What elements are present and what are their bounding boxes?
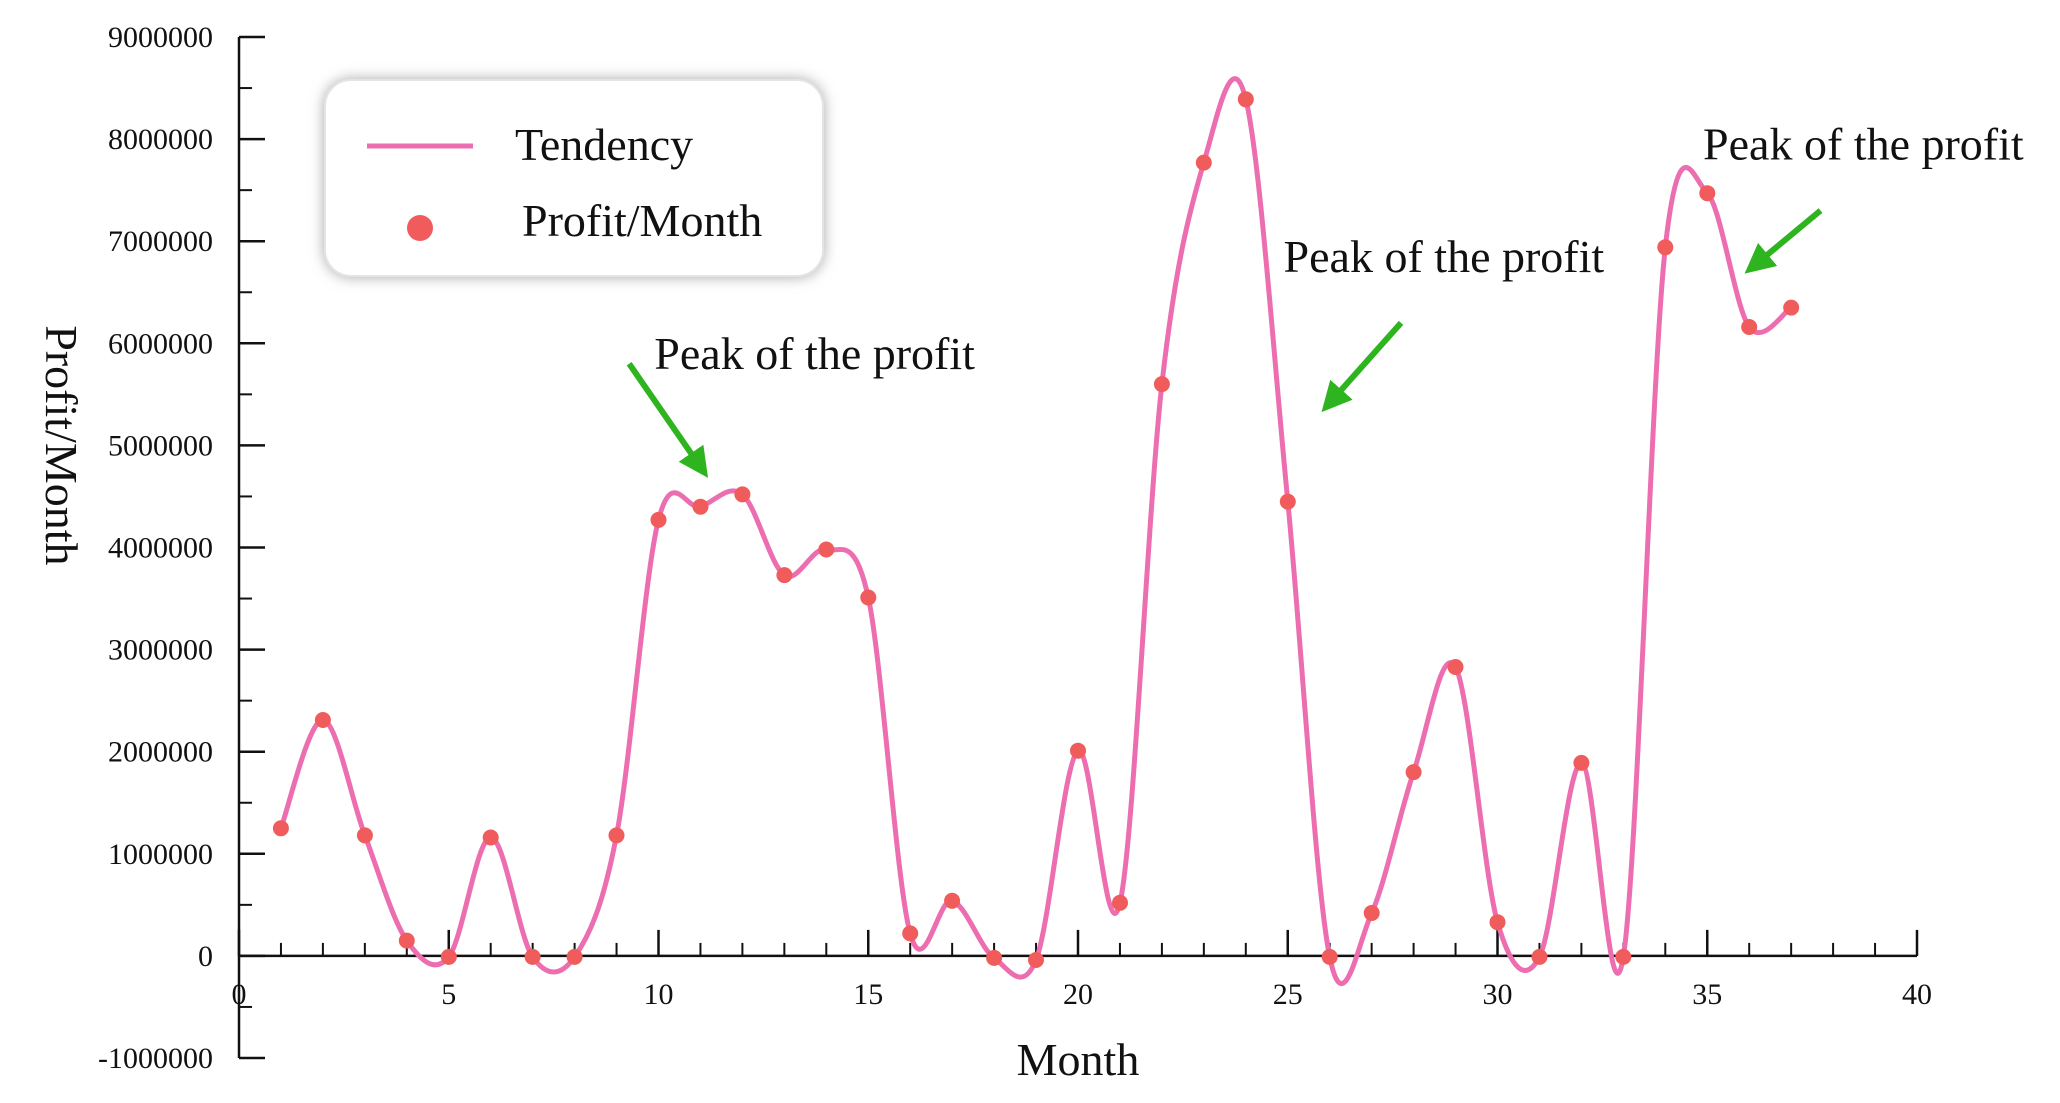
x-tick-label: 20 [1063,978,1093,1011]
x-tick-label: 5 [441,978,456,1011]
legend: Tendency Profit/Month [324,79,824,277]
data-point [860,589,877,606]
data-point [1279,493,1296,510]
x-axis-title: Month [1017,1034,1140,1085]
data-point [1573,754,1590,771]
data-point [1531,948,1548,965]
data-point [566,948,583,965]
x-tick-label: 15 [853,978,883,1011]
data-point [818,541,835,558]
annotation-label: Peak of the profit [654,328,975,379]
x-tick-label: 25 [1273,978,1303,1011]
legend-dot-swatch [407,215,433,241]
data-point [692,498,709,515]
legend-box [324,79,824,277]
data-point [1447,659,1464,675]
data-point [1657,239,1674,256]
data-point [776,567,793,584]
data-point [1741,319,1758,335]
data-point [1363,905,1380,921]
data-point [1070,742,1086,759]
data-point [1237,91,1254,108]
data-point [1321,948,1338,965]
annotation-label: Peak of the profit [1703,119,2024,170]
y-tick-label: 0 [198,940,213,973]
annotations: Peak of the profit Peak of the profit Peak… [626,119,2024,478]
y-tick-label: -1000000 [98,1042,213,1075]
data-point [272,820,289,837]
y-tick-label: 5000000 [108,429,213,462]
data-point [734,486,751,503]
data-point [1112,894,1128,911]
x-tick-label: 35 [1692,978,1722,1011]
y-tick-label: 7000000 [108,225,213,258]
annotation-arrow [1744,208,1823,274]
data-point [482,829,499,846]
data-point [1699,185,1716,202]
legend-label-tendency: Tendency [515,119,693,170]
y-tick-label: 8000000 [108,123,213,156]
y-tick-label: 3000000 [108,634,213,667]
x-tick-label: 40 [1902,978,1932,1011]
annotation-label: Peak of the profit [1284,231,1605,282]
data-point [1153,376,1170,393]
y-tick-label: 1000000 [108,838,213,871]
data-point [608,827,625,844]
axes: -1000000 0 1000000 2000000 3000000 4000000 500… [36,21,1932,1085]
data-point [1195,154,1212,171]
data-point [356,827,373,844]
data-point [440,948,457,965]
x-tick-label: 0 [232,978,247,1011]
y-tick-label: 9000000 [108,21,213,54]
legend-label-profit-month: Profit/Month [522,195,762,246]
y-tick-label: 4000000 [108,532,213,565]
data-point [398,932,415,949]
x-tick-label: 10 [644,978,674,1011]
data-point [1615,948,1632,965]
data-point [1405,764,1422,781]
data-point [944,892,961,909]
y-axis-title: Profit/Month [36,325,87,565]
data-point [902,925,919,942]
data-point [650,511,667,528]
data-point [1489,914,1506,931]
annotation-arrow [626,362,709,478]
y-tick-label: 6000000 [108,327,213,360]
y-tick-label: 2000000 [108,736,213,769]
series-layer [272,76,1800,987]
data-point [524,948,541,965]
data-point [314,712,331,728]
data-point [1028,952,1044,968]
data-point [986,949,1003,966]
x-tick-label: 30 [1483,978,1513,1011]
data-point [1783,299,1800,316]
annotation-arrow [1321,320,1404,413]
